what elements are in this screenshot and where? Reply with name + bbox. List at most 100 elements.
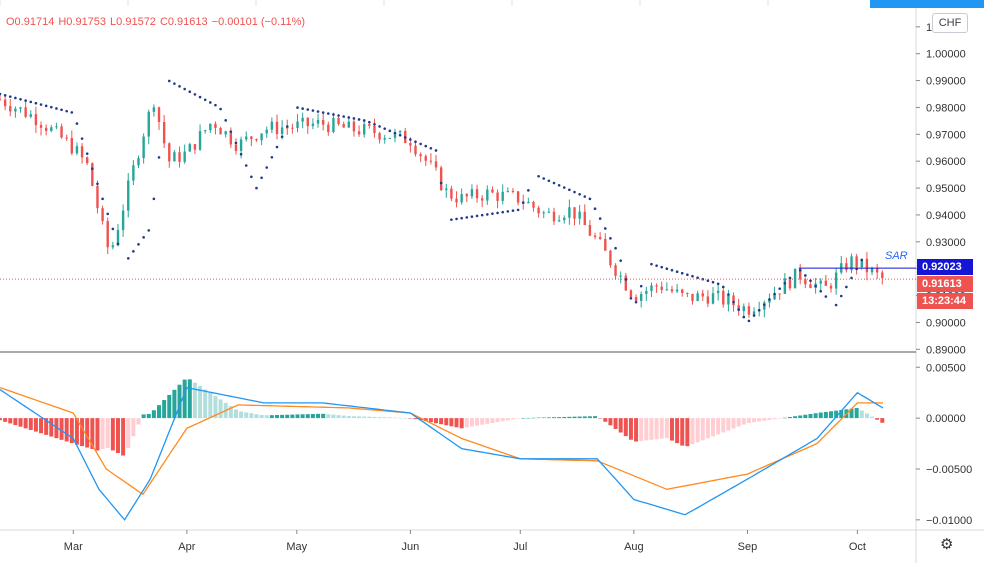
gear-icon[interactable]: ⚙ — [940, 536, 954, 553]
macd-histogram-bar — [618, 418, 623, 433]
candle-body — [429, 160, 433, 162]
candle-body — [629, 290, 633, 298]
sar-dot — [655, 264, 658, 267]
macd-histogram-bar — [69, 418, 74, 444]
currency-badge[interactable]: CHF — [932, 13, 968, 33]
macd-histogram-bar — [172, 389, 177, 419]
sar-dot — [183, 87, 186, 91]
sar-dot — [193, 93, 197, 96]
candle-body — [516, 191, 520, 203]
sar-dot — [834, 303, 838, 307]
macd-histogram-bar — [54, 418, 59, 439]
sar-dot — [409, 138, 412, 141]
price-tick-label: 0.93000 — [926, 237, 966, 249]
candle-body — [352, 121, 356, 132]
sar-dot — [301, 107, 304, 110]
macd-histogram-bar — [59, 418, 64, 440]
macd-histogram-bar — [198, 386, 203, 419]
candle-body — [527, 202, 530, 204]
sar-dot — [167, 79, 171, 83]
macd-histogram-bar — [823, 411, 828, 419]
candle-body — [280, 127, 284, 134]
macd-histogram-bar — [572, 416, 577, 419]
sar-dot — [757, 308, 761, 312]
candle-body — [881, 272, 884, 278]
candle-body — [604, 238, 607, 251]
candle-body — [178, 152, 181, 162]
sar-dot — [788, 276, 792, 280]
candle-body — [460, 194, 463, 203]
sar-dot — [316, 110, 320, 113]
macd-histogram-bar — [654, 418, 659, 440]
time-tick-label: Apr — [178, 541, 195, 553]
macd-histogram-bar — [803, 414, 808, 419]
macd-histogram-bar — [787, 416, 792, 419]
macd-histogram-bar — [3, 418, 8, 422]
sar-dot — [229, 130, 233, 133]
macd-histogram-bar — [700, 418, 705, 441]
candle-body — [398, 130, 402, 133]
macd-histogram-bar — [475, 418, 480, 426]
candle-body — [588, 225, 592, 236]
macd-histogram-bar — [192, 382, 197, 419]
sar-dot — [634, 300, 638, 304]
macd-histogram-bar — [326, 414, 331, 419]
macd-histogram-bar — [0, 418, 2, 421]
macd-histogram-bar — [793, 416, 798, 419]
candle-body — [675, 289, 679, 292]
macd-histogram-bar — [459, 418, 464, 429]
macd-histogram-bar — [33, 418, 38, 432]
candle-body — [250, 136, 253, 140]
sar-dot — [250, 175, 253, 179]
sar-dot — [80, 137, 84, 140]
macd-histogram-bar — [295, 414, 300, 419]
macd-histogram-bar — [413, 418, 418, 420]
macd-histogram-bar — [480, 418, 485, 425]
macd-histogram-bar — [428, 418, 433, 423]
macd-histogram-bar — [726, 418, 731, 431]
macd-histogram-bar — [336, 415, 341, 419]
macd-histogram-bar — [203, 389, 208, 419]
time-tick-label: Mar — [64, 541, 83, 553]
sar-dot — [804, 274, 807, 277]
macd-histogram-bar — [95, 418, 100, 451]
macd-histogram-bar — [546, 417, 551, 419]
macd-histogram-bar — [772, 418, 777, 420]
candle-body — [116, 229, 120, 246]
candle-body — [357, 131, 361, 135]
macd-histogram-bar — [834, 410, 839, 419]
candle-body — [91, 163, 94, 186]
sar-dot — [414, 140, 417, 144]
candle-body — [727, 295, 730, 305]
candle-body — [778, 293, 781, 295]
macd-histogram-bar — [634, 418, 639, 442]
price-tick-label: 0.94000 — [926, 210, 966, 222]
change-value: −0.00101 (−0.11%) — [211, 16, 306, 28]
sar-dot — [460, 216, 463, 220]
candle-body — [829, 285, 833, 289]
macd-histogram-bar — [13, 418, 18, 426]
macd-histogram-bar — [157, 405, 162, 419]
sar-dot — [455, 217, 458, 221]
macd-histogram-bar — [39, 418, 44, 434]
sar-dot — [270, 155, 274, 159]
macd-histogram-bar — [864, 413, 869, 419]
sar-dot — [29, 100, 33, 104]
macd-histogram-bar — [398, 417, 403, 419]
candle-body — [327, 124, 330, 133]
candle-body — [173, 152, 176, 162]
macd-histogram-bar — [613, 418, 618, 429]
macd-histogram-bar — [664, 418, 669, 439]
macd-histogram-bar — [808, 413, 813, 419]
candle-body — [624, 275, 628, 291]
macd-histogram-bar — [859, 410, 864, 419]
sar-dot — [598, 217, 602, 220]
price-tick-label: 0.90000 — [926, 317, 966, 329]
candle-body — [255, 139, 258, 141]
candle-body — [650, 285, 653, 291]
toolbar-button[interactable] — [870, 0, 984, 8]
candle-body — [665, 289, 669, 291]
macd-histogram-bar — [182, 379, 187, 419]
sar-dot — [275, 145, 279, 149]
